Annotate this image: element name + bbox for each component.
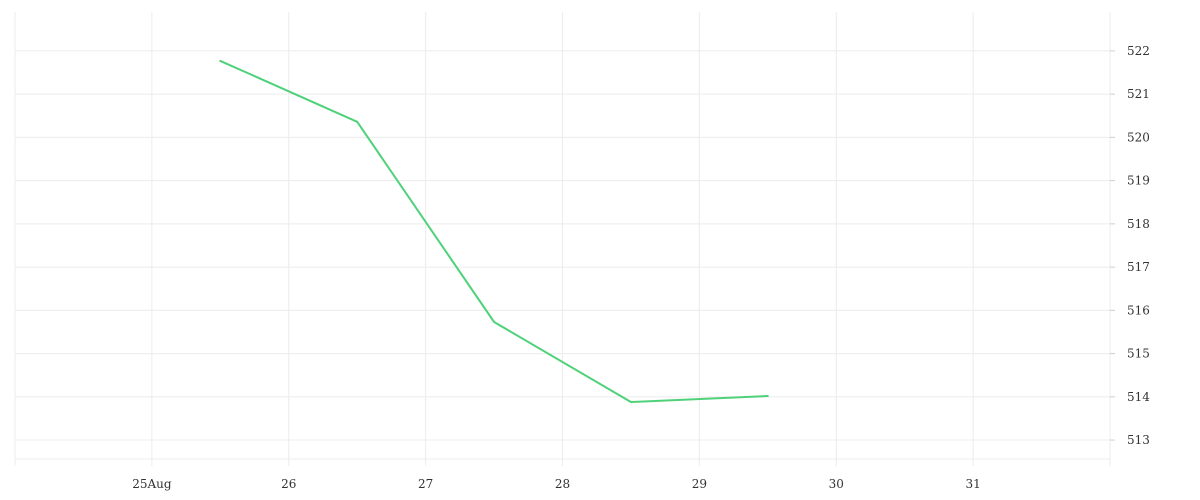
x-tick-label: 29: [692, 477, 707, 491]
y-tick-label: 519: [1127, 174, 1150, 188]
y-tick-label: 520: [1127, 130, 1150, 144]
y-axis: 513 514 515 516 517 518 519 520 521 522: [1110, 44, 1150, 447]
x-axis: 25Aug 26 27 28 29 30 31: [132, 477, 981, 491]
y-tick-label: 516: [1127, 303, 1150, 317]
y-tick-label: 521: [1127, 87, 1150, 101]
x-tick-label: 30: [829, 477, 844, 491]
x-tick-label: 28: [555, 477, 570, 491]
y-tick-label: 513: [1127, 433, 1150, 447]
series-layer: [219, 59, 769, 403]
y-tick-label: 514: [1127, 390, 1150, 404]
y-tick-label: 515: [1127, 347, 1150, 361]
x-tick-label: 25Aug: [132, 477, 172, 491]
y-tick-label: 517: [1127, 260, 1150, 274]
grid: [14, 12, 1111, 466]
x-tick-label: 26: [281, 477, 296, 491]
x-tick-label: 31: [965, 477, 980, 491]
y-tick-label: 518: [1127, 217, 1150, 231]
series-line: [219, 59, 769, 403]
x-tick-label: 27: [418, 477, 433, 491]
y-tick-label: 522: [1127, 44, 1150, 58]
